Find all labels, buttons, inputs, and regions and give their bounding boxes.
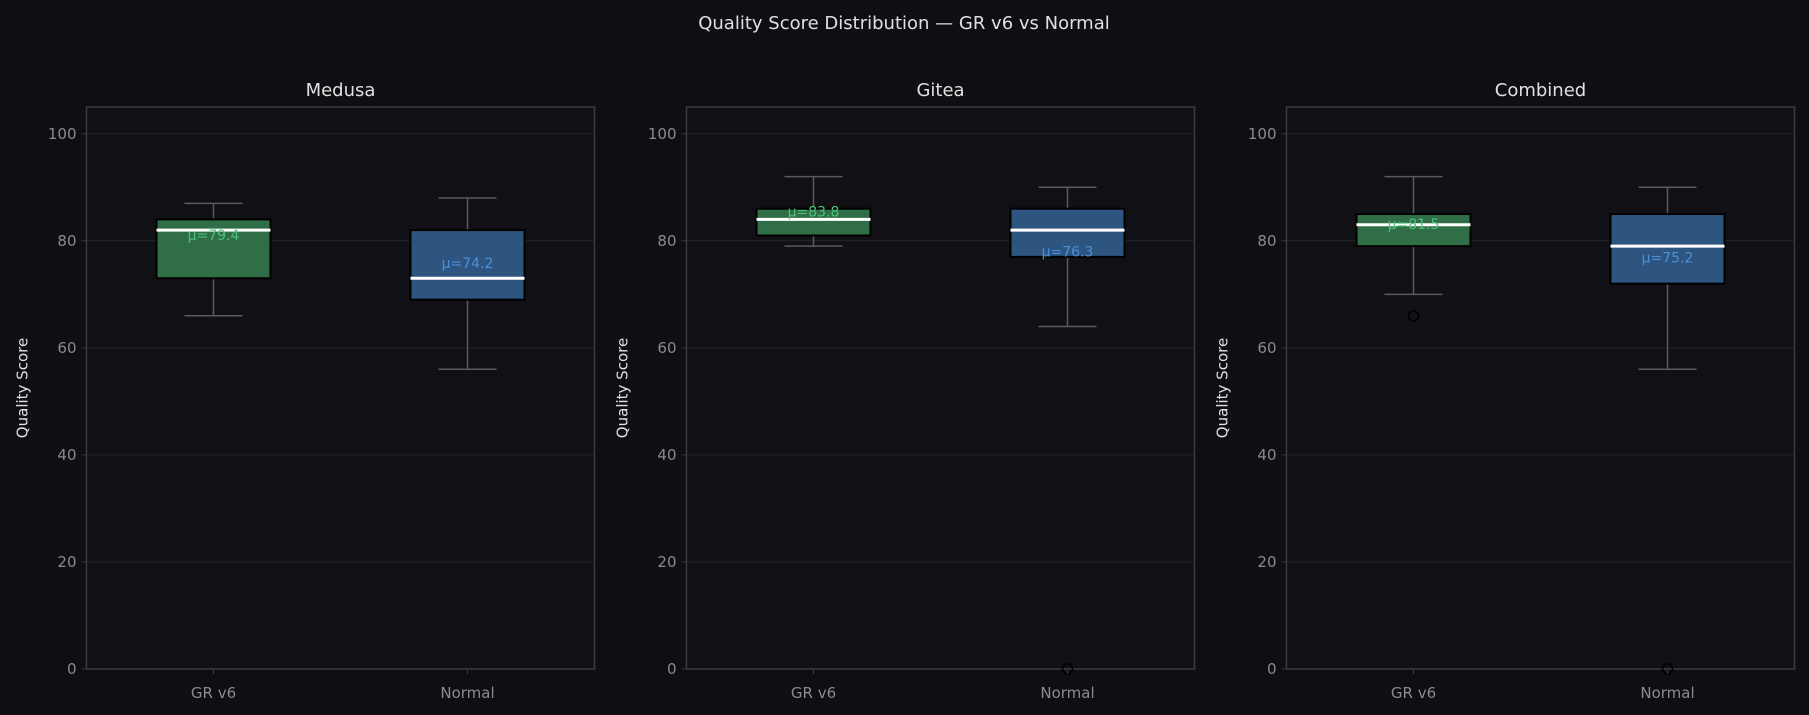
axes-frame bbox=[85, 106, 596, 670]
y-axis-label: Quality Score bbox=[614, 338, 632, 438]
box-normal: μ=74.2 bbox=[409, 197, 526, 371]
x-tick-label: Normal bbox=[1040, 684, 1094, 702]
plot-area bbox=[1286, 107, 1795, 669]
figure-title: Quality Score Distribution — GR v6 vs No… bbox=[698, 13, 1110, 34]
plot-area bbox=[86, 107, 595, 669]
iqr-box bbox=[409, 229, 526, 301]
mean-label: μ=76.3 bbox=[1042, 245, 1094, 261]
y-tick-label: 20 bbox=[1257, 553, 1276, 571]
x-tick-label: Normal bbox=[1640, 684, 1694, 702]
y-axis-label: Quality Score bbox=[14, 338, 32, 438]
y-tick-label: 40 bbox=[57, 446, 76, 464]
y-tick-label: 20 bbox=[57, 553, 76, 571]
y-tick-label: 60 bbox=[1257, 339, 1276, 357]
y-tick-label: 0 bbox=[67, 660, 77, 678]
plot-area bbox=[686, 107, 1195, 669]
iqr-box bbox=[1609, 213, 1726, 285]
axes-frame bbox=[1285, 106, 1796, 670]
iqr-box bbox=[1355, 213, 1472, 248]
y-tick-label: 100 bbox=[648, 125, 677, 143]
box-normal: μ=76.3 bbox=[1009, 186, 1126, 675]
y-tick-label: 0 bbox=[1267, 660, 1277, 678]
mean-label: μ=81.5 bbox=[1388, 217, 1440, 233]
y-tick-label: 80 bbox=[1257, 232, 1276, 250]
box-gr-v6: μ=79.4 bbox=[155, 202, 272, 317]
x-tick-label: GR v6 bbox=[1391, 684, 1436, 702]
y-tick-label: 80 bbox=[57, 232, 76, 250]
outlier-point bbox=[1407, 309, 1420, 322]
panel-medusa: 0 20 40 60 80 100 Medusa Quality Score μ=79.4 GR … bbox=[14, 80, 596, 702]
panel-title: Combined bbox=[1495, 80, 1586, 101]
box-gr-v6: μ=81.5 bbox=[1355, 175, 1472, 322]
y-tick-label: 40 bbox=[1257, 446, 1276, 464]
panel-title: Medusa bbox=[306, 80, 376, 101]
y-tick-label: 0 bbox=[667, 660, 677, 678]
x-tick-label: Normal bbox=[440, 684, 494, 702]
box-normal: μ=75.2 bbox=[1609, 186, 1726, 675]
y-tick-label: 100 bbox=[48, 125, 77, 143]
y-tick-label: 80 bbox=[657, 232, 676, 250]
panel-gitea: 0 20 40 60 80 100 Gitea Quality Score μ=83.8 GR v… bbox=[614, 80, 1196, 702]
iqr-box bbox=[755, 207, 872, 237]
y-tick-label: 60 bbox=[57, 339, 76, 357]
mean-label: μ=75.2 bbox=[1642, 251, 1694, 267]
x-tick-label: GR v6 bbox=[791, 684, 836, 702]
mean-label: μ=83.8 bbox=[788, 204, 840, 220]
y-tick-label: 100 bbox=[1248, 125, 1277, 143]
y-axis-label: Quality Score bbox=[1214, 338, 1232, 438]
y-tick-label: 40 bbox=[657, 446, 676, 464]
box-gr-v6: μ=83.8 bbox=[755, 175, 872, 247]
mean-label: μ=74.2 bbox=[442, 256, 494, 272]
x-tick-label: GR v6 bbox=[191, 684, 236, 702]
iqr-box bbox=[1009, 207, 1126, 258]
axes-frame bbox=[685, 106, 1196, 670]
y-tick-label: 20 bbox=[657, 553, 676, 571]
mean-label: μ=79.4 bbox=[188, 228, 240, 244]
panel-combined: 0 20 40 60 80 100 Combined Quality Score μ=81.5 G… bbox=[1214, 80, 1796, 702]
panel-title: Gitea bbox=[916, 80, 964, 101]
y-tick-label: 60 bbox=[657, 339, 676, 357]
